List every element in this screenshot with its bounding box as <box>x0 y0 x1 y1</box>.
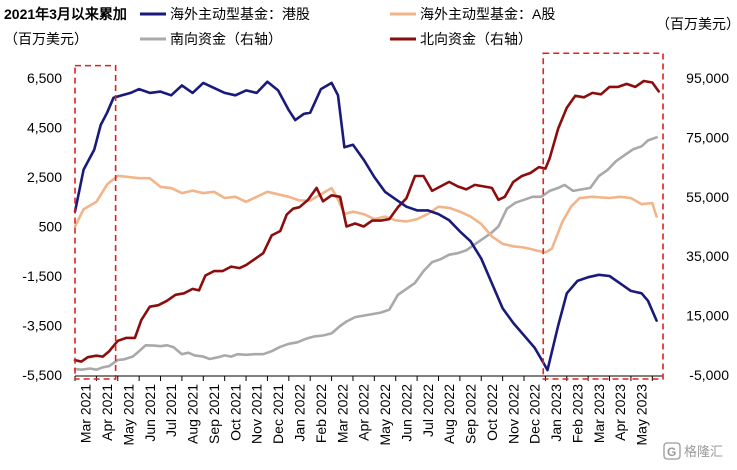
x-tick-label: Jul 2021 <box>163 384 179 437</box>
watermark-text: 格隆汇 <box>684 444 723 459</box>
x-tick-label: May 2023 <box>634 384 650 446</box>
highlight-box-1 <box>74 64 117 380</box>
series-line-2 <box>73 174 658 254</box>
g-logo-icon: G <box>663 442 681 460</box>
highlight-box-2 <box>542 52 664 380</box>
x-tick-label: Dec 2021 <box>270 384 286 444</box>
x-tick-label: Nov 2021 <box>249 384 265 444</box>
x-tick-label: Sep 2021 <box>206 384 222 444</box>
x-tick-label: Oct 2022 <box>484 384 500 441</box>
x-tick-label: Apr 2023 <box>612 384 628 441</box>
x-tick-label: Nov 2022 <box>505 384 521 444</box>
x-tick-label: Apr 2021 <box>99 384 115 441</box>
x-tick-label: Jun 2021 <box>142 384 158 442</box>
left-tick-label: -1,500 <box>22 268 62 284</box>
annotation-boxes <box>74 52 664 380</box>
legend-label: 海外主动型基金：港股 <box>170 6 310 22</box>
series-line-1 <box>73 80 658 372</box>
x-tick-label: Mar 2021 <box>78 384 94 443</box>
watermark: G 格隆汇 <box>663 442 723 460</box>
left-tick-label: 4,500 <box>27 120 62 136</box>
left-tick-label: 2,500 <box>27 169 62 185</box>
x-tick-label: Jan 2022 <box>292 384 308 442</box>
right-axis-unit: （百万美元） <box>656 16 737 32</box>
x-tick-label: Mar 2022 <box>334 384 350 443</box>
right-tick-label: 55,000 <box>686 189 729 205</box>
series-layer <box>73 79 660 372</box>
legend-label: 北向资金（右轴） <box>420 31 532 47</box>
x-tick-label: May 2021 <box>120 384 136 446</box>
x-tick-label: Feb 2022 <box>313 384 329 443</box>
x-tick-label: Oct 2021 <box>227 384 243 441</box>
x-tick-label: Jul 2022 <box>420 384 436 437</box>
x-tick-label: Dec 2022 <box>527 384 543 444</box>
left-tick-label: -3,500 <box>22 318 62 334</box>
x-tick-label: Apr 2022 <box>356 384 372 441</box>
right-tick-label: 75,000 <box>686 129 729 145</box>
left-tick-label: -5,500 <box>22 367 62 383</box>
x-tick-label: Feb 2023 <box>569 384 585 443</box>
chart-title: 2021年3月以来累加 <box>4 6 127 22</box>
x-tick-label: Sep 2022 <box>463 384 479 444</box>
x-tick-label: Mar 2023 <box>591 384 607 443</box>
x-tick-label: Jun 2022 <box>398 384 414 442</box>
svg-text:G: G <box>667 445 676 459</box>
left-axis-unit: （百万美元） <box>4 31 88 47</box>
x-tick-label: Aug 2021 <box>185 384 201 444</box>
right-tick-label: -5,000 <box>689 367 729 383</box>
left-tick-label: 500 <box>39 219 63 235</box>
series-line-3 <box>73 136 658 371</box>
x-tick-label: Aug 2022 <box>441 384 457 444</box>
x-axis: Mar 2021 Apr 2021 May 2021 Jun 2021 Jul 2021… <box>74 375 663 446</box>
right-tick-label: 95,000 <box>686 70 729 86</box>
x-tick-label: Jan 2023 <box>548 384 564 442</box>
right-axis: 95,000 75,000 55,000 35,000 15,000 -5,000 <box>686 70 729 383</box>
right-tick-label: 15,000 <box>686 308 729 324</box>
x-tick-label: May 2022 <box>377 384 393 446</box>
right-tick-label: 35,000 <box>686 248 729 264</box>
left-tick-label: 6,500 <box>27 70 62 86</box>
legend-label: 南向资金（右轴） <box>170 31 282 47</box>
left-axis: 6,500 4,500 2,500 500 -1,500 -3,500 -5,500 <box>22 70 62 383</box>
series-line-4 <box>73 79 660 363</box>
legend-label: 海外主动型基金：A股 <box>420 6 555 22</box>
